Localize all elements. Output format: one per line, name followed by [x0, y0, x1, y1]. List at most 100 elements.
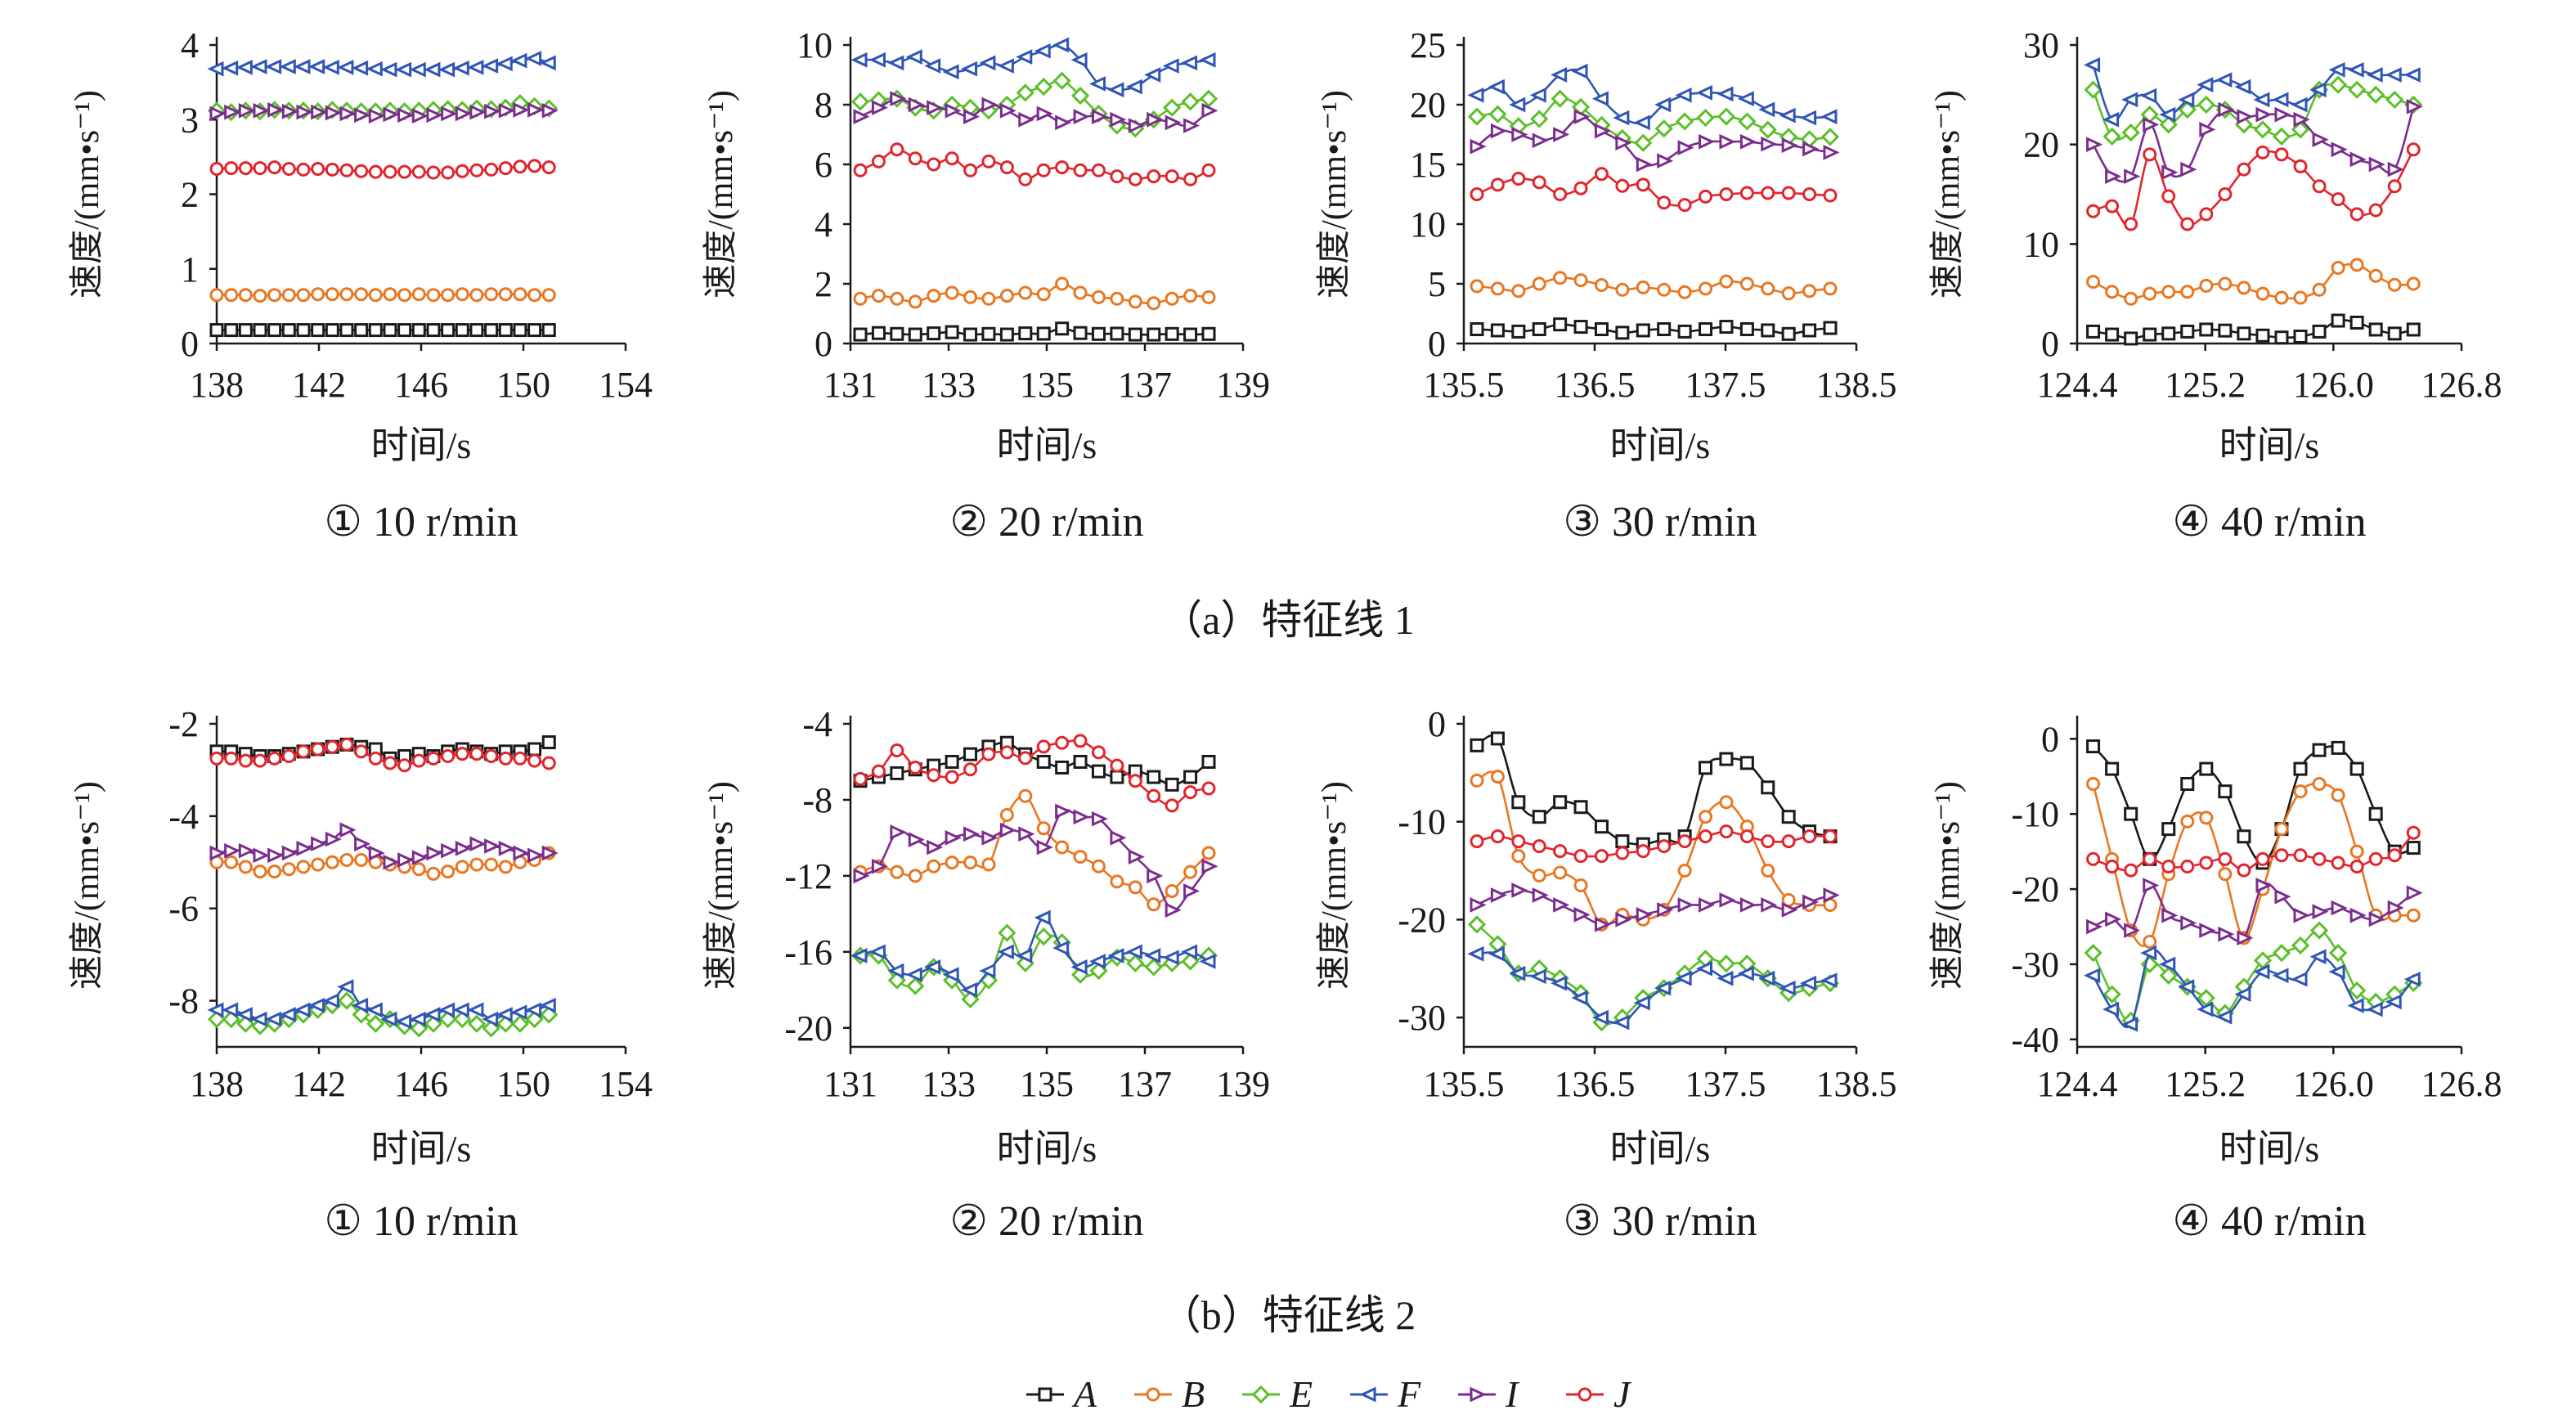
data-point-J	[484, 162, 499, 177]
data-point-F	[887, 55, 904, 71]
data-point-B	[1657, 282, 1672, 297]
data-point-I	[354, 107, 371, 123]
data-point-F	[2121, 1017, 2138, 1032]
data-point-I	[2255, 878, 2273, 893]
series-line-E	[2092, 929, 2414, 1023]
data-point-E	[1488, 105, 1507, 123]
data-point-E	[2084, 944, 2103, 963]
data-point-J	[2331, 855, 2345, 870]
y-tick-label: 2	[815, 264, 832, 304]
legend-marker	[1470, 1386, 1487, 1403]
data-point-J	[2237, 863, 2251, 878]
data-point-B	[1110, 874, 1124, 889]
data-point-F	[2140, 88, 2157, 104]
data-point-A	[2237, 829, 2251, 844]
series-I	[2086, 99, 2423, 184]
y-tick-label: -10	[1398, 802, 1446, 842]
data-point-J	[890, 142, 904, 157]
data-point-J	[2387, 179, 2402, 194]
data-point-B	[2124, 291, 2138, 306]
data-point-J	[2387, 848, 2402, 863]
data-point-I	[238, 842, 255, 859]
data-point-B	[311, 857, 325, 872]
data-point-J	[1677, 834, 1692, 849]
data-point-F	[1591, 91, 1609, 107]
data-point-I	[2293, 907, 2310, 923]
data-point-A	[1615, 834, 1630, 849]
data-point-E	[2197, 95, 2215, 115]
data-point-J	[1147, 169, 1161, 184]
data-point-J	[1490, 829, 1505, 844]
data-point-B	[1073, 850, 1088, 864]
data-point-A	[2218, 323, 2233, 338]
data-point-J	[2255, 851, 2270, 866]
data-point-J	[2312, 179, 2327, 194]
data-point-F	[1800, 975, 1817, 991]
data-point-F	[850, 52, 868, 68]
data-point-F	[352, 997, 369, 1013]
data-point-A	[1677, 324, 1692, 339]
data-point-J	[1823, 188, 1838, 203]
series-J	[1470, 824, 1838, 864]
series-B	[209, 287, 556, 303]
data-point-I	[267, 847, 285, 864]
y-axis-label: 速度/(mm•s⁻¹)	[702, 781, 740, 990]
y-tick-label: -40	[2011, 1020, 2059, 1060]
x-tick-label: 125.2	[2165, 1064, 2246, 1104]
y-tick-label: -20	[784, 1008, 832, 1049]
chart-r1-c4: 0 10 20 30 124.4 125.2 126.0 126.8 时间/s 速度/(mm•s⁻…	[1929, 25, 2502, 546]
data-point-I	[296, 104, 313, 120]
data-point-F	[2103, 111, 2120, 128]
data-point-J	[1657, 839, 1672, 854]
x-tick-label: 137.5	[1685, 1064, 1766, 1104]
data-point-A	[209, 323, 224, 338]
data-point-B	[2387, 277, 2402, 292]
data-point-B	[945, 855, 959, 870]
x-tick-label: 142	[292, 365, 346, 405]
data-point-E	[2272, 944, 2291, 963]
data-point-B	[981, 291, 996, 306]
series-line-A	[2093, 319, 2414, 340]
data-point-F	[2366, 67, 2383, 83]
data-point-E	[2328, 75, 2348, 94]
data-point-I	[2312, 132, 2329, 147]
data-point-E	[1144, 958, 1163, 977]
data-point-J	[441, 165, 456, 180]
data-point-I	[267, 102, 285, 118]
data-point-A	[945, 754, 959, 769]
data-point-E	[2084, 80, 2103, 99]
data-point-J	[1055, 735, 1070, 750]
legend-label: A	[1071, 1373, 1097, 1415]
data-point-F	[1467, 87, 1484, 103]
data-point-B	[498, 287, 513, 302]
panel-caption: ④ 40 r/min	[2172, 499, 2366, 546]
x-tick-label: 125.2	[2165, 365, 2246, 405]
data-point-I	[1073, 809, 1090, 825]
data-point-J	[1594, 849, 1609, 864]
series-J	[209, 737, 556, 773]
data-point-I	[1594, 917, 1612, 932]
data-point-J	[1636, 844, 1650, 859]
data-point-J	[1699, 829, 1713, 844]
data-point-I	[2199, 923, 2216, 938]
data-point-F	[395, 61, 412, 78]
series-A	[2086, 313, 2421, 346]
y-tick-label: 5	[1428, 264, 1446, 304]
data-point-B	[1490, 770, 1505, 784]
data-point-J	[397, 758, 412, 773]
data-point-B	[1470, 773, 1484, 788]
data-point-B	[1147, 296, 1161, 311]
data-point-J	[296, 744, 311, 759]
data-point-F	[2309, 82, 2327, 98]
y-tick-label: 8	[815, 85, 832, 125]
y-tick-label: 0	[2041, 719, 2059, 759]
data-point-F	[887, 963, 904, 979]
data-point-E	[1738, 112, 1757, 131]
data-point-J	[1532, 839, 1546, 854]
data-point-F	[997, 944, 1014, 960]
x-tick-label: 138.5	[1816, 1064, 1897, 1104]
series-I	[1470, 882, 1840, 932]
data-point-F	[2215, 72, 2233, 88]
y-tick-label: -8	[802, 780, 832, 820]
